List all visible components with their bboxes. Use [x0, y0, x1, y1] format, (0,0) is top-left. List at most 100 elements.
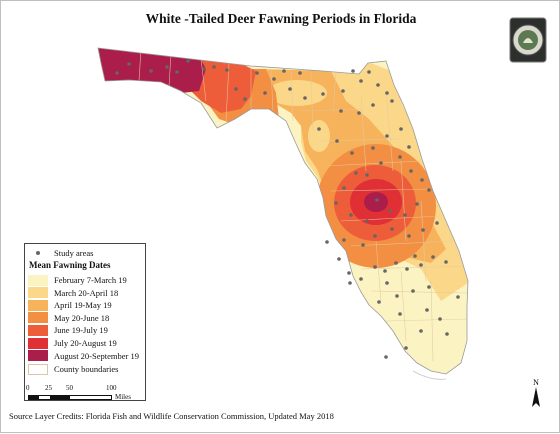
- study-area-symbol: [28, 248, 48, 259]
- scale-bar-graphic: [28, 394, 112, 400]
- study-area-point: [431, 255, 435, 259]
- zone-nw-patch: [308, 120, 330, 152]
- legend-class-row: April 19-May 19: [28, 299, 112, 311]
- study-area-point: [282, 69, 286, 73]
- study-area-point: [347, 271, 351, 275]
- study-area-point: [175, 70, 179, 74]
- study-area-point: [225, 68, 229, 72]
- map-title: White -Tailed Deer Fawning Periods in Fl…: [145, 11, 417, 26]
- study-area-point: [349, 213, 353, 217]
- study-area-point: [288, 87, 292, 91]
- study-area-point: [354, 171, 358, 175]
- study-area-point: [373, 234, 377, 238]
- study-area-point: [379, 161, 383, 165]
- county-boundaries: [138, 48, 468, 362]
- study-area-point: [404, 346, 408, 350]
- legend-county-label: County boundaries: [54, 364, 119, 374]
- study-area-point: [115, 71, 119, 75]
- legend-class-row: February 7-March 19: [28, 274, 127, 286]
- study-area-point: [419, 263, 423, 267]
- study-area-point: [390, 227, 394, 231]
- study-area-point: [303, 96, 307, 100]
- study-area-point: [456, 295, 460, 299]
- study-area-point: [388, 209, 392, 213]
- legend-study-areas: Study areas: [28, 247, 93, 259]
- study-area-point: [342, 186, 346, 190]
- study-area-point: [385, 91, 389, 95]
- study-area-point: [421, 228, 425, 232]
- legend-class-swatch: [28, 299, 48, 311]
- study-area-point: [342, 238, 346, 242]
- study-area-point: [255, 71, 259, 75]
- study-area-point: [361, 243, 365, 247]
- study-area-point: [365, 219, 369, 223]
- legend-class-label: August 20-September 19: [54, 350, 139, 361]
- study-area-point: [438, 317, 442, 321]
- study-area-point: [405, 267, 409, 271]
- legend-class-label: March 20-April 18: [54, 287, 119, 298]
- study-area-point: [444, 260, 448, 264]
- north-arrow: N: [529, 379, 543, 409]
- legend-class-label: June 19-July 19: [54, 325, 108, 336]
- study-area-point: [341, 89, 345, 93]
- legend-class-label: April 19-May 19: [54, 300, 112, 311]
- study-area-point: [359, 79, 363, 83]
- legend-county-boundaries: County boundaries: [28, 363, 118, 375]
- study-areas: [115, 59, 460, 359]
- study-area-point: [371, 146, 375, 150]
- study-area-point: [419, 329, 423, 333]
- study-area-point: [243, 97, 247, 101]
- study-area-point: [365, 173, 369, 177]
- scale-tick-100: 100: [106, 384, 117, 392]
- study-area-point: [435, 221, 439, 225]
- study-area-point: [384, 355, 388, 359]
- study-area-point: [127, 62, 131, 66]
- study-area-point: [415, 202, 419, 206]
- study-area-point: [234, 87, 238, 91]
- study-area-point: [367, 70, 371, 74]
- study-area-point: [375, 198, 379, 202]
- study-area-point: [376, 83, 380, 87]
- legend-study-areas-label: Study areas: [54, 248, 94, 258]
- scale-unit: Miles: [115, 393, 131, 401]
- study-area-point: [317, 127, 321, 131]
- legend-class-row: March 20-April 18: [28, 287, 118, 299]
- study-area-point: [348, 281, 352, 285]
- state-outline: [97, 47, 469, 375]
- scale-tick-25: 25: [45, 384, 52, 392]
- study-area-point: [357, 111, 361, 115]
- legend-class-swatch: [28, 274, 48, 286]
- study-area-point: [165, 65, 169, 69]
- study-area-point: [371, 103, 375, 107]
- map-legend: Study areas Mean Fawning Dates February …: [24, 243, 146, 401]
- study-area-point: [298, 71, 302, 75]
- study-area-point: [407, 145, 411, 149]
- study-area-point: [409, 169, 413, 173]
- study-area-point: [335, 139, 339, 143]
- study-area-point: [337, 257, 341, 261]
- study-area-point: [398, 312, 402, 316]
- study-area-point: [272, 77, 276, 81]
- study-area-point: [321, 92, 325, 96]
- scale-tick-50: 50: [66, 384, 73, 392]
- north-label: N: [533, 378, 539, 387]
- study-area-point: [359, 277, 363, 281]
- study-area-point: [149, 69, 153, 73]
- county-swatch: [28, 363, 48, 375]
- fwc-seal-logo: [509, 17, 547, 63]
- scale-bar: 0 25 50 100 Miles: [26, 384, 138, 401]
- study-area-point: [202, 67, 206, 71]
- legend-class-swatch: [28, 287, 48, 299]
- study-area-point: [427, 285, 431, 289]
- legend-class-swatch: [28, 312, 48, 324]
- study-area-point: [385, 134, 389, 138]
- legend-class-row: May 20-June 18: [28, 312, 109, 324]
- study-area-point: [334, 201, 338, 205]
- study-area-point: [339, 109, 343, 113]
- study-area-point: [427, 188, 431, 192]
- study-area-point: [425, 308, 429, 312]
- keys-outline: [412, 370, 447, 380]
- study-area-point: [373, 265, 377, 269]
- study-area-point: [411, 289, 415, 293]
